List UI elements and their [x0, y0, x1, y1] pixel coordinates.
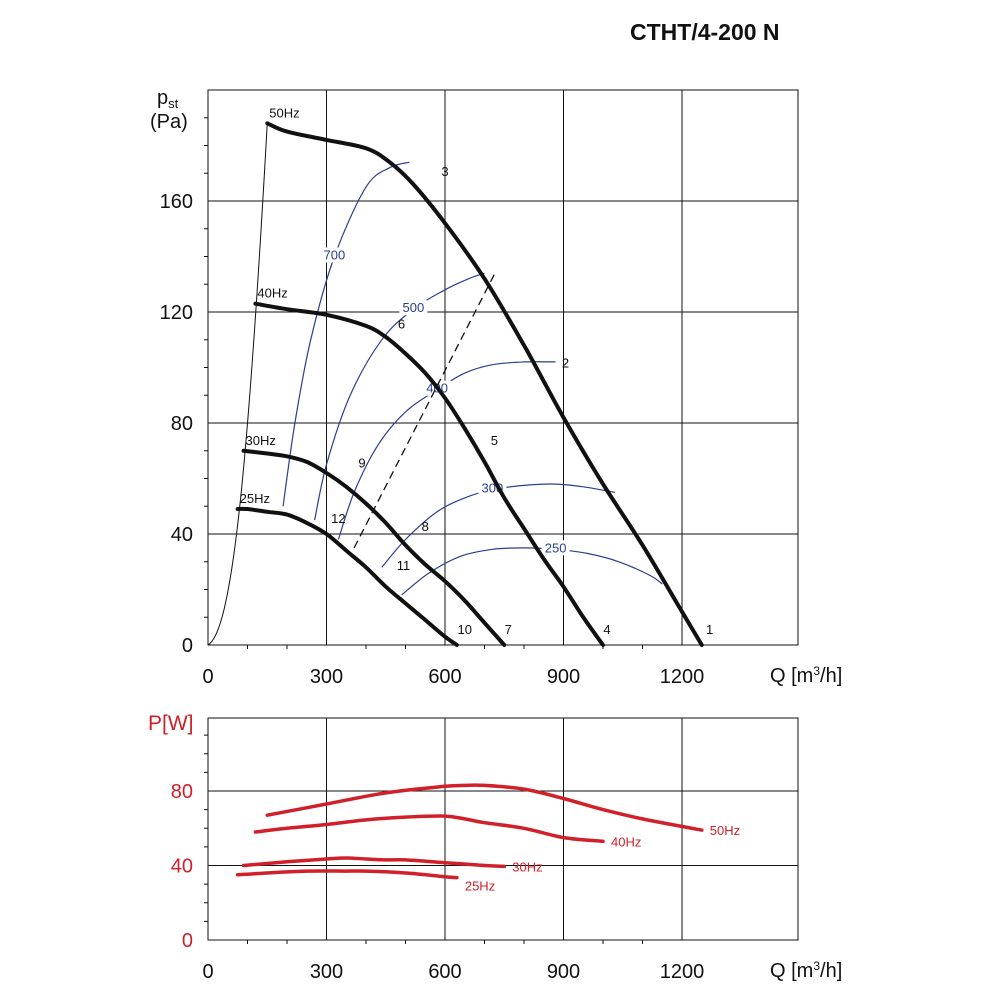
power-curve-30Hz — [241, 856, 507, 869]
fan-curve-label: 40Hz — [257, 286, 287, 301]
power-curve-label: 30Hz — [512, 859, 542, 874]
fan-curve-40Hz — [253, 301, 605, 647]
pressure-y-tick-label: 0 — [182, 635, 193, 657]
system-line-label-bg — [399, 300, 428, 316]
system-line-label: 700 — [324, 248, 346, 263]
power-x-tick-label: 600 — [428, 961, 461, 983]
operating-point-label: 7 — [505, 622, 512, 637]
fan-curve-30Hz — [241, 448, 507, 647]
power-y-tick-label: 40 — [171, 856, 193, 878]
x-axis-label-end: /h] — [820, 665, 842, 687]
fan-curve-label: 30Hz — [246, 433, 276, 448]
power-curve-label: 50Hz — [710, 823, 740, 838]
pressure-x-tick-label: 1200 — [660, 666, 705, 688]
operating-point-label: 8 — [422, 519, 429, 534]
power-curves — [235, 783, 704, 880]
fan-curve-label: 50Hz — [269, 105, 299, 120]
system-line-250 — [401, 547, 663, 596]
y-axis-label-p: p — [157, 87, 168, 109]
pressure-y-tick-label: 80 — [171, 413, 193, 435]
operating-point-label: 11 — [397, 558, 411, 573]
x-axis-label-main: Q [m — [770, 665, 813, 687]
power-x-tick-label: 900 — [547, 961, 580, 983]
pressure-x-tick-label: 600 — [428, 666, 461, 688]
fan-curves — [235, 121, 704, 647]
power-x-axis-label-sup: 3 — [813, 959, 820, 973]
power-curve-label: 25Hz — [465, 879, 495, 894]
pressure-y-tick-label: 40 — [171, 524, 193, 546]
x-axis-label: Q [m3/h] — [770, 664, 842, 687]
operating-point-label: 6 — [398, 317, 405, 332]
y-axis-label-main: pst — [157, 87, 179, 111]
power-x-axis-label-end: /h] — [820, 960, 842, 982]
power-curve-labels: 50Hz 40Hz 30Hz 25Hz — [465, 823, 740, 893]
power-y-tick-label: 80 — [171, 781, 193, 803]
pressure-y-tick-label: 120 — [160, 302, 193, 324]
fan-curve-label: 25Hz — [240, 491, 270, 506]
operating-point-label: 4 — [603, 622, 610, 637]
power-curve-40Hz — [253, 814, 605, 844]
power-tick-labels: 0 300 600 900 1200 0 40 80 — [171, 781, 705, 983]
pressure-tick-labels: 0 300 600 900 1200 0 40 80 120 160 — [160, 191, 705, 688]
pressure-x-tick-label: 900 — [547, 666, 580, 688]
power-minor-ticks — [204, 734, 643, 944]
power-chart: 0 300 600 900 1200 0 40 80 50Hz 40Hz 30Hz 25Hz P[W… — [148, 712, 842, 983]
fan-curve-50Hz — [265, 121, 704, 647]
operating-point-label: 5 — [491, 433, 498, 448]
x-axis-label-sup: 3 — [813, 664, 820, 678]
power-x-axis-label: Q [m3/h] — [770, 959, 842, 982]
system-line-label: 250 — [545, 540, 567, 555]
fan-curve-25Hz — [235, 506, 459, 647]
y-axis-label-st: st — [168, 96, 179, 111]
power-x-tick-label: 300 — [310, 961, 343, 983]
system-line-label: 500 — [403, 300, 425, 315]
power-y-axis-label: P[W] — [148, 712, 194, 735]
stall-limit-line — [207, 123, 268, 646]
power-x-axis-label-main: Q [m — [770, 960, 813, 982]
power-curve-label: 40Hz — [611, 834, 641, 849]
power-curve-50Hz — [265, 783, 704, 832]
operating-point-label: 10 — [458, 622, 472, 637]
pressure-x-tick-label: 0 — [202, 666, 213, 688]
chart-title: CTHT/4-200 N — [630, 19, 780, 45]
system-line-label-bg — [541, 540, 570, 556]
system-line-label-bg — [320, 247, 349, 263]
pressure-grid — [207, 89, 799, 646]
pressure-plot-frame — [207, 89, 799, 646]
system-line-700 — [282, 161, 410, 507]
operating-point-label: 12 — [331, 511, 345, 526]
power-x-tick-label: 1200 — [660, 961, 705, 983]
operating-point-label: 2 — [562, 356, 569, 371]
operating-point-label: 3 — [441, 164, 448, 179]
pressure-y-tick-label: 160 — [160, 191, 193, 213]
power-y-tick-label: 0 — [182, 930, 193, 952]
power-plot-frame — [207, 717, 799, 941]
operating-point-label: 1 — [706, 622, 713, 637]
power-x-tick-label: 0 — [202, 961, 213, 983]
operating-point-label: 9 — [358, 455, 365, 470]
pressure-minor-ticks — [204, 117, 643, 649]
system-line-500 — [314, 272, 485, 521]
pressure-x-tick-label: 300 — [310, 666, 343, 688]
y-axis-label-unit: (Pa) — [150, 111, 188, 133]
power-curve-25Hz — [235, 869, 459, 880]
